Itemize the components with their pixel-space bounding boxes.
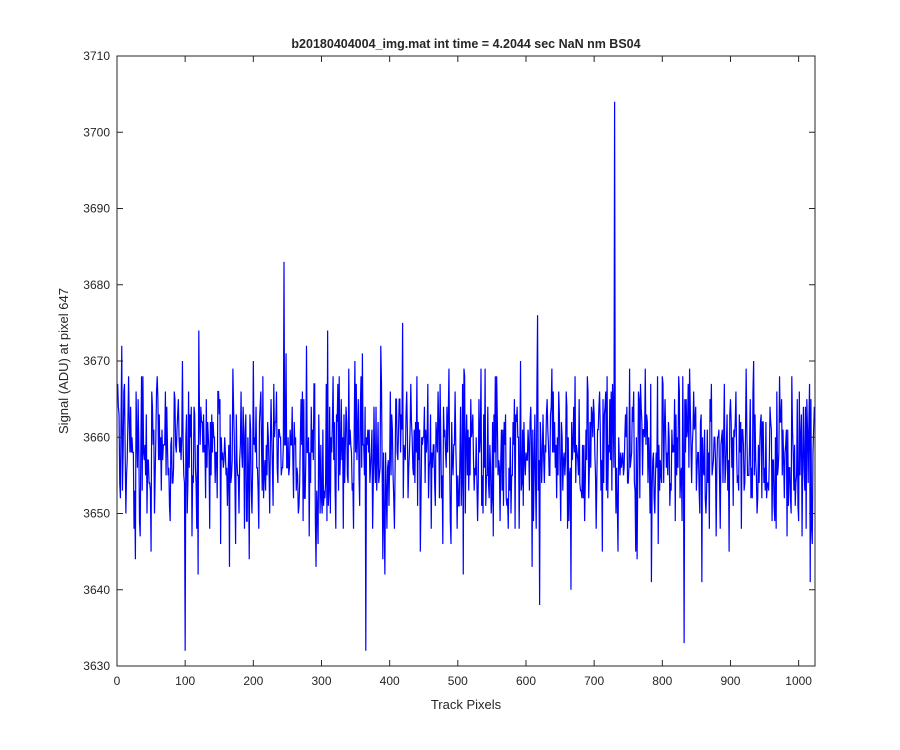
x-axis-label: Track Pixels: [431, 697, 502, 712]
y-tick-label: 3710: [83, 49, 110, 63]
x-tick-label: 700: [584, 674, 604, 688]
x-axis: 0 100 200 300 400 500 600 700 800 900 1000: [114, 56, 812, 688]
y-axis: 3630 3640 3650 3660 3670 3680 3690 3700 3710: [83, 49, 815, 673]
x-tick-label: 600: [516, 674, 536, 688]
y-tick-label: 3690: [83, 202, 110, 216]
y-tick-label: 3630: [83, 659, 110, 673]
x-tick-label: 300: [311, 674, 331, 688]
x-tick-label: 800: [652, 674, 672, 688]
y-tick-label: 3650: [83, 507, 110, 521]
y-axis-label: Signal (ADU) at pixel 647: [56, 288, 71, 434]
x-tick-label: 0: [114, 674, 121, 688]
series-layer: [117, 101, 816, 651]
x-tick-label: 1000: [785, 674, 812, 688]
y-tick-label: 3660: [83, 430, 110, 444]
x-tick-label: 400: [380, 674, 400, 688]
plot-background: [117, 56, 815, 666]
x-tick-label: 500: [448, 674, 468, 688]
y-tick-label: 3640: [83, 583, 110, 597]
x-tick-label: 900: [720, 674, 740, 688]
y-tick-label: 3670: [83, 354, 110, 368]
y-tick-label: 3700: [83, 125, 110, 139]
x-tick-label: 200: [243, 674, 263, 688]
series-line: [117, 101, 816, 651]
x-tick-label: 100: [175, 674, 195, 688]
chart-title: b20180404004_img.mat int time = 4.2044 s…: [291, 37, 640, 51]
y-tick-label: 3680: [83, 278, 110, 292]
